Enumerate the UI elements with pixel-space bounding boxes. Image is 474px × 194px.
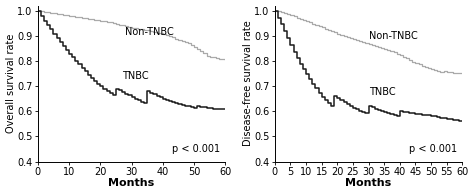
Text: p < 0.001: p < 0.001	[409, 144, 456, 154]
Text: Non-TNBC: Non-TNBC	[125, 27, 174, 37]
Text: TNBC: TNBC	[369, 87, 395, 97]
X-axis label: Months: Months	[346, 178, 392, 188]
Y-axis label: Overall survival rate: Overall survival rate	[6, 34, 16, 133]
Text: Non-TNBC: Non-TNBC	[369, 31, 417, 41]
Text: p < 0.001: p < 0.001	[172, 144, 219, 154]
X-axis label: Months: Months	[109, 178, 155, 188]
Text: TNBC: TNBC	[122, 71, 149, 81]
Y-axis label: Disease-free survival rate: Disease-free survival rate	[243, 21, 253, 146]
